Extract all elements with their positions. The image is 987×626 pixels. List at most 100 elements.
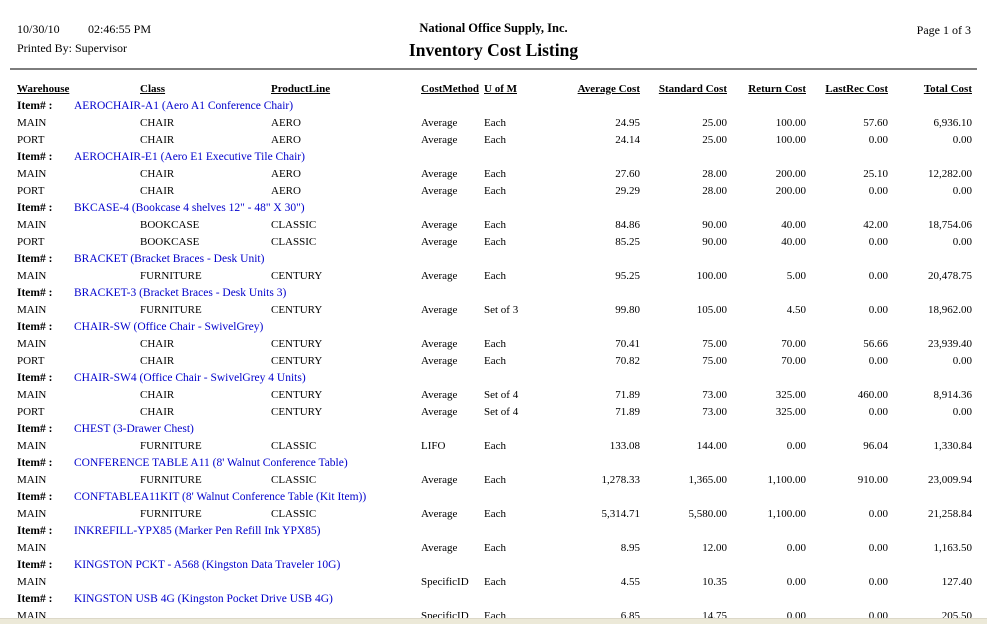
productline-cell: CENTURY [271,406,323,418]
warehouse-cell: MAIN [17,576,47,588]
productline-cell: AERO [271,185,301,197]
lastrec-cost-cell: 0.00 [868,542,888,554]
standard-cost-cell: 28.00 [702,185,727,197]
uofm-cell: Each [484,134,506,146]
warehouse-row: MAIN SpecificID Each 4.55 10.35 0.00 0.00 127.4… [14,574,972,591]
item-row: Item# : AEROCHAIR-E1 (Aero E1 Executive T… [14,149,972,166]
total-cost-cell: 0.00 [952,355,972,367]
total-cost-cell: 18,754.06 [928,219,972,231]
productline-cell: CLASSIC [271,508,317,520]
item-row: Item# : BRACKET-3 (Bracket Braces - Desk … [14,285,972,302]
class-cell: FURNITURE [140,304,202,316]
class-cell: FURNITURE [140,270,202,282]
productline-cell: CLASSIC [271,236,317,248]
return-cost-cell: 70.00 [781,355,806,367]
lastrec-cost-cell: 910.00 [857,474,888,486]
standard-cost-cell: 144.00 [696,440,727,452]
costmethod-cell: Average [421,185,458,197]
item-link[interactable]: KINGSTON USB 4G (Kingston Pocket Drive U… [74,593,333,605]
column-header-total-cost: Total Cost [923,82,972,95]
lastrec-cost-cell: 0.00 [868,134,888,146]
return-cost-cell: 0.00 [786,440,806,452]
warehouse-row: MAIN CHAIR AERO Average Each 24.95 25.00 100.00… [14,115,972,132]
item-link[interactable]: BRACKET-3 (Bracket Braces - Desk Units 3… [74,287,287,299]
table-rows: Item# : AEROCHAIR-A1 (Aero A1 Conference … [14,98,972,625]
item-link[interactable]: CONFTABLEA11KIT (8' Walnut Conference Ta… [74,491,367,503]
item-link[interactable]: KINGSTON PCKT - A568 (Kingston Data Trav… [74,559,341,571]
average-cost-cell: 95.25 [615,270,640,282]
class-cell: FURNITURE [140,440,202,452]
item-row: Item# : CHEST (3-Drawer Chest) [14,421,972,438]
item-link[interactable]: AEROCHAIR-E1 (Aero E1 Executive Tile Cha… [74,151,305,163]
item-number-label: Item# : [17,321,53,333]
average-cost-cell: 29.29 [615,185,640,197]
standard-cost-cell: 12.00 [702,542,727,554]
average-cost-cell: 71.89 [615,389,640,401]
class-cell: CHAIR [140,185,175,197]
costmethod-cell: LIFO [421,440,446,452]
standard-cost-cell: 100.00 [696,270,727,282]
column-header-warehouse: Warehouse [17,82,70,95]
average-cost-cell: 1,278.33 [601,474,641,486]
costmethod-cell: Average [421,117,458,129]
productline-cell: CLASSIC [271,219,317,231]
total-cost-cell: 127.40 [941,576,972,588]
warehouse-row: PORT CHAIR CENTURY Average Set of 4 71.89 73.0… [14,404,972,421]
total-cost-cell: 23,939.40 [928,338,972,350]
standard-cost-cell: 25.00 [702,134,727,146]
lastrec-cost-cell: 57.60 [863,117,888,129]
column-header-standard-cost: Standard Cost [658,82,727,95]
item-link[interactable]: INKREFILL-YPX85 (Marker Pen Refill Ink Y… [74,525,321,537]
item-link[interactable]: CHEST (3-Drawer Chest) [74,423,194,435]
lastrec-cost-cell: 0.00 [868,304,888,316]
item-link[interactable]: CHAIR-SW4 (Office Chair - SwivelGrey 4 U… [74,372,306,384]
average-cost-cell: 133.08 [609,440,640,452]
uofm-cell: Set of 4 [484,406,519,418]
average-cost-cell: 5,314.71 [601,508,641,520]
return-cost-cell: 100.00 [775,134,806,146]
standard-cost-cell: 73.00 [702,389,727,401]
class-cell: CHAIR [140,355,175,367]
return-cost-cell: 40.00 [781,219,806,231]
lastrec-cost-cell: 0.00 [868,270,888,282]
uofm-cell: Each [484,355,506,367]
item-row: Item# : KINGSTON PCKT - A568 (Kingston Da… [14,557,972,574]
item-link[interactable]: BKCASE-4 (Bookcase 4 shelves 12" - 48" X… [74,202,305,214]
productline-cell: CLASSIC [271,474,317,486]
item-link[interactable]: AEROCHAIR-A1 (Aero A1 Conference Chair) [74,100,294,112]
warehouse-cell: MAIN [17,542,47,554]
item-number-label: Item# : [17,423,53,435]
page-number: Page 1 of 3 [916,23,971,37]
average-cost-cell: 4.55 [620,576,640,588]
item-row: Item# : CONFTABLEA11KIT (8' Walnut Confer… [14,489,972,506]
uofm-cell: Set of 4 [484,389,519,401]
item-link[interactable]: CHAIR-SW (Office Chair - SwivelGrey) [74,321,264,333]
warehouse-row: MAIN CHAIR CENTURY Average Set of 4 71.89 73.0… [14,387,972,404]
return-cost-cell: 40.00 [781,236,806,248]
class-cell: BOOKCASE [140,219,200,231]
productline-cell: AERO [271,117,301,129]
item-link[interactable]: CONFERENCE TABLE A11 (8' Walnut Conferen… [74,457,348,469]
costmethod-cell: Average [421,270,458,282]
standard-cost-cell: 75.00 [702,355,727,367]
standard-cost-cell: 28.00 [702,168,727,180]
warehouse-cell: MAIN [17,389,47,401]
class-cell: CHAIR [140,406,175,418]
class-cell: FURNITURE [140,474,202,486]
class-cell: BOOKCASE [140,236,200,248]
uofm-cell: Each [484,168,506,180]
lastrec-cost-cell: 96.04 [863,440,888,452]
average-cost-cell: 71.89 [615,406,640,418]
warehouse-row: PORT CHAIR AERO Average Each 29.29 28.00 200.00… [14,183,972,200]
total-cost-cell: 8,914.36 [933,389,973,401]
standard-cost-cell: 105.00 [696,304,727,316]
company-name: National Office Supply, Inc. [419,21,568,35]
item-link[interactable]: BRACKET (Bracket Braces - Desk Unit) [74,253,265,265]
column-header-class: Class [140,82,166,95]
return-cost-cell: 70.00 [781,338,806,350]
average-cost-cell: 70.82 [615,355,640,367]
item-number-label: Item# : [17,372,53,384]
lastrec-cost-cell: 0.00 [868,576,888,588]
uofm-cell: Each [484,542,506,554]
total-cost-cell: 18,962.00 [928,304,972,316]
